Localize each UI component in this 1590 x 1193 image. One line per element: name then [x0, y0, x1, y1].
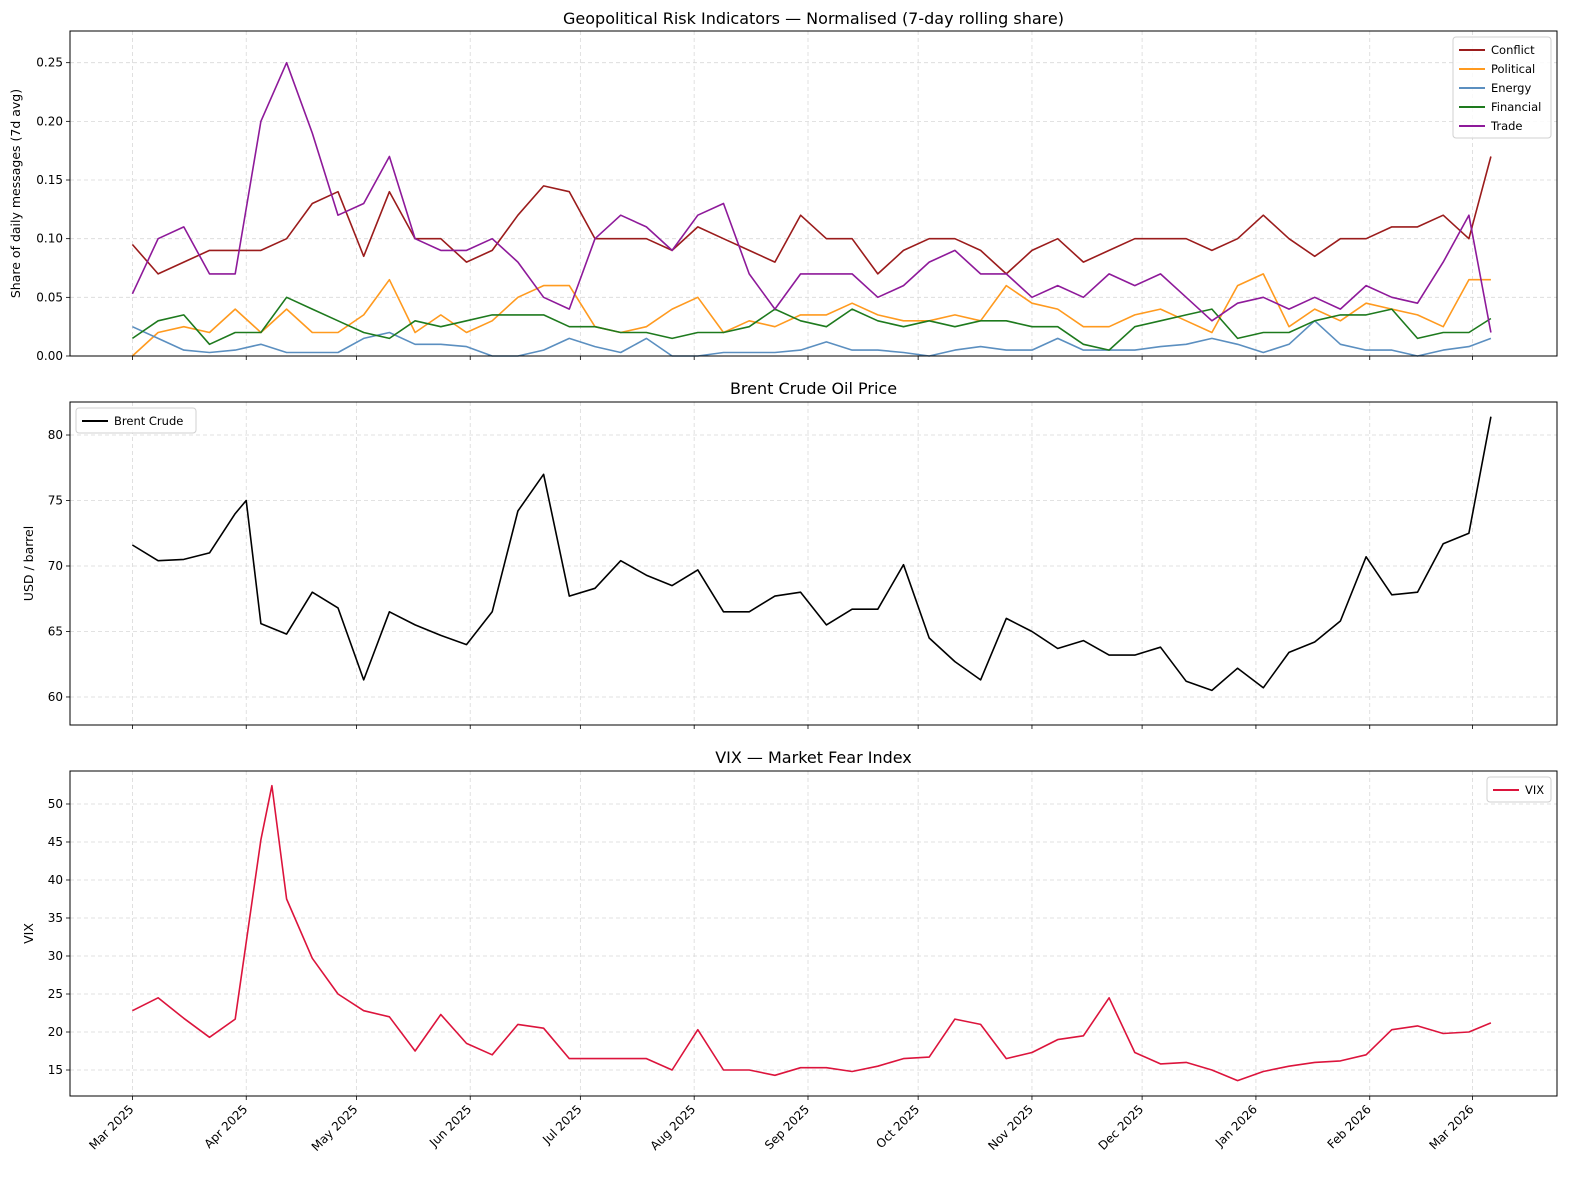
y-tick-label: 65	[48, 624, 63, 638]
legend: Conflict Political Energy Financial Trade	[1453, 37, 1551, 138]
y-tick-label: 75	[48, 493, 63, 507]
legend-label: Financial	[1491, 100, 1541, 114]
legend-label: Political	[1491, 62, 1535, 76]
series-line-vix	[132, 786, 1491, 1081]
series-line-political	[132, 274, 1491, 356]
y-tick-label: 0.00	[36, 349, 63, 363]
panel-3: Mar 2025 Apr 2025 May 2025 Jun 2025 Jul 2025…	[21, 748, 1557, 1154]
axes-frame	[70, 402, 1557, 725]
x-tick-label: Oct 2025	[873, 1102, 922, 1151]
y-tick-label: 25	[48, 987, 63, 1001]
x-tick-label: Dec 2025	[1096, 1102, 1147, 1153]
y-tick-label: 20	[48, 1025, 63, 1039]
series-line-conflict	[132, 157, 1491, 274]
x-tick-label: Feb 2026	[1325, 1102, 1374, 1151]
y-axis-label: USD / barrel	[21, 526, 36, 601]
axes-frame	[70, 771, 1557, 1096]
series-line-trade	[132, 63, 1491, 333]
x-tick-label: Jul 2025	[539, 1102, 584, 1147]
y-tick-label: 15	[48, 1063, 63, 1077]
chart-title: VIX — Market Fear Index	[715, 748, 912, 767]
series-line-brent-crude	[132, 417, 1491, 691]
x-tick-label: May 2025	[309, 1102, 361, 1154]
y-tick-label: 0.25	[36, 56, 63, 70]
y-tick-label: 0.20	[36, 114, 63, 128]
x-tick-label: Aug 2025	[648, 1102, 699, 1153]
y-tick-label: 40	[48, 873, 63, 887]
y-tick-label: 30	[48, 949, 63, 963]
legend-label: VIX	[1525, 783, 1544, 797]
y-tick-label: 80	[48, 428, 63, 442]
y-axis-label: Share of daily messages (7d avg)	[8, 89, 23, 298]
y-tick-label: 70	[48, 559, 63, 573]
x-tick-label: Apr 2025	[201, 1102, 250, 1151]
y-tick-label: 60	[48, 690, 63, 704]
legend-label: Energy	[1491, 81, 1531, 95]
y-tick-label: 0.10	[36, 232, 63, 246]
y-tick-label: 45	[48, 835, 63, 849]
legend-label: Brent Crude	[114, 414, 183, 428]
y-tick-label: 0.05	[36, 290, 63, 304]
legend: Brent Crude	[76, 408, 196, 433]
y-tick-label: 35	[48, 911, 63, 925]
x-tick-label: Jun 2025	[426, 1102, 474, 1150]
panel-1: 0.00 0.05 0.10 0.15 0.20 0.25 Geopolitical Ris…	[8, 9, 1557, 363]
x-tick-label: Nov 2025	[985, 1102, 1036, 1153]
chart-title: Brent Crude Oil Price	[730, 379, 897, 398]
series-line-energy	[132, 321, 1491, 356]
y-axis-label: VIX	[21, 923, 36, 944]
x-tick-label: Mar 2025	[86, 1102, 136, 1152]
chart-title: Geopolitical Risk Indicators — Normalise…	[563, 9, 1064, 28]
legend-label: Conflict	[1491, 43, 1535, 57]
legend: VIX	[1487, 777, 1551, 802]
y-tick-label: 0.15	[36, 173, 63, 187]
x-tick-label: Sep 2025	[762, 1102, 812, 1152]
x-tick-label: Mar 2026	[1426, 1102, 1476, 1152]
x-tick-label: Jan 2026	[1212, 1102, 1260, 1150]
legend-label: Trade	[1490, 119, 1523, 133]
panel-2: 60 65 70 75 80 Brent Crude Oil Price USD / bar…	[21, 379, 1557, 729]
y-tick-label: 50	[48, 797, 63, 811]
